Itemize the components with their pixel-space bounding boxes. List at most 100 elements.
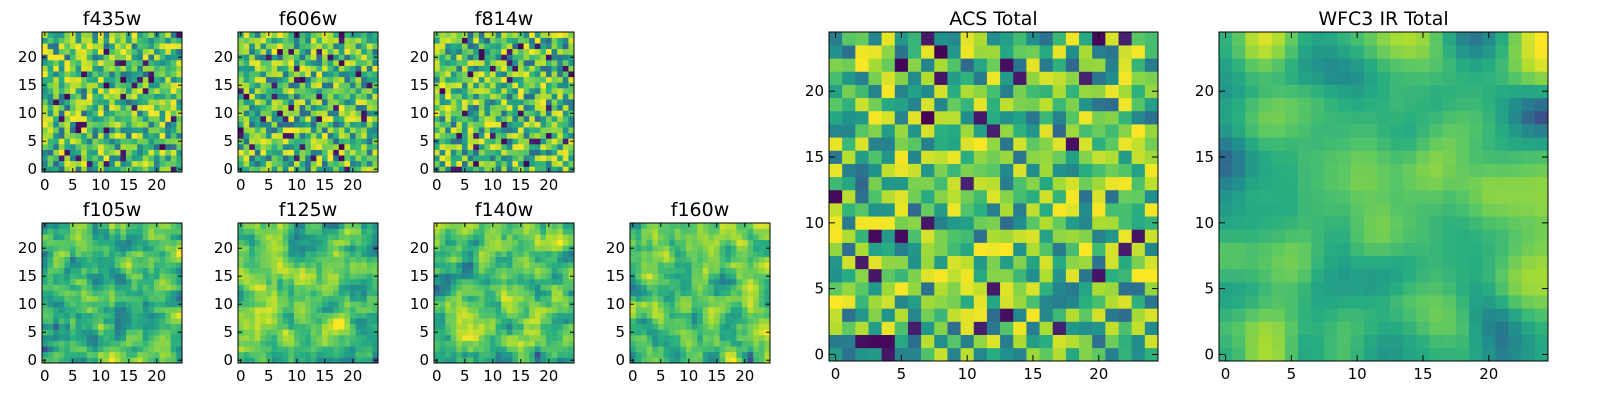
heatmap-cell (506, 273, 513, 280)
heatmap-cell (288, 346, 295, 353)
heatmap-cell (109, 251, 116, 257)
heatmap-cell (271, 273, 278, 280)
heatmap-cell (1065, 216, 1080, 230)
heatmap-cell (47, 65, 54, 72)
heatmap-cell (1013, 295, 1027, 309)
heatmap-cell (288, 301, 295, 308)
heatmap-cell (249, 110, 256, 117)
heatmap-cell (658, 256, 664, 263)
heatmap-cell (434, 104, 440, 111)
heatmap-cell (557, 340, 564, 347)
heatmap-cell (764, 295, 771, 302)
heatmap-cell (142, 116, 149, 122)
heatmap-cell (674, 301, 681, 308)
heatmap-cell (120, 267, 127, 274)
heatmap-cell (64, 228, 71, 235)
heatmap-cell (663, 256, 670, 263)
heatmap-cell (658, 262, 664, 269)
heatmap-cell (478, 228, 485, 235)
heatmap-cell (170, 43, 177, 50)
heatmap-cell (456, 307, 463, 313)
heatmap-cell (506, 166, 513, 173)
heatmap-cell (372, 37, 379, 44)
heatmap-cell (355, 357, 362, 364)
heatmap-cell (714, 307, 720, 313)
heatmap-cell (81, 149, 88, 156)
heatmap-cell (512, 132, 519, 139)
heatmap-cell (64, 54, 71, 61)
heatmap-cell (540, 144, 547, 150)
heatmap-cell (568, 346, 575, 353)
heatmap-cell (81, 279, 88, 285)
heatmap-cell (299, 76, 306, 83)
heatmap-cell (764, 346, 771, 353)
heatmap-cell (126, 273, 132, 280)
heatmap-cell (114, 239, 121, 246)
heatmap-cell (450, 351, 457, 358)
heatmap-cell (81, 48, 88, 55)
heatmap-cell (708, 256, 715, 263)
heatmap-cell (456, 32, 463, 38)
heatmap-cell (170, 267, 177, 274)
heatmap-cell (81, 132, 88, 139)
heatmap-cell (529, 144, 536, 150)
heatmap-cell (658, 290, 664, 297)
heatmap-cell (534, 104, 541, 111)
heatmap-cell (557, 312, 564, 319)
heatmap-cell (47, 346, 54, 353)
heatmap-cell (53, 295, 60, 302)
heatmap-cell (81, 262, 88, 269)
heatmap-cell (305, 43, 312, 50)
heatmap-cell (439, 160, 446, 167)
heatmap-cell (137, 160, 144, 167)
heatmap-cell (697, 262, 704, 269)
heatmap-cell (305, 245, 312, 252)
heatmap-cell (473, 60, 480, 66)
heatmap-cell (53, 88, 60, 94)
heatmap-cell (64, 99, 71, 106)
heatmap-cell (176, 290, 183, 297)
heatmap-cell (562, 144, 569, 150)
heatmap-cell (1039, 308, 1054, 322)
heatmap-cell (316, 149, 323, 156)
heatmap-cell (131, 329, 138, 336)
heatmap-cell (484, 351, 491, 358)
heatmap-cell (484, 228, 491, 235)
y-tick-label: 20 (606, 239, 625, 257)
heatmap-cell (467, 284, 474, 291)
heatmap-cell (154, 251, 160, 257)
heatmap-cell (646, 340, 653, 347)
heatmap-cell (53, 149, 60, 156)
heatmap-cell (551, 234, 558, 241)
heatmap-cell (260, 65, 267, 72)
heatmap-cell (523, 346, 530, 353)
heatmap-cell (439, 166, 446, 173)
heatmap-cell (534, 335, 541, 341)
heatmap-cell (355, 93, 362, 100)
axes-frame (433, 31, 575, 173)
heatmap-cell (669, 239, 676, 246)
heatmap-cell (333, 71, 340, 78)
heatmap-cell (450, 329, 457, 336)
heatmap-cell (490, 160, 496, 167)
heatmap-cell (338, 318, 345, 325)
heatmap-cell (557, 166, 564, 173)
heatmap-cell (47, 93, 54, 100)
heatmap-cell (81, 104, 88, 111)
heatmap-cell (254, 295, 261, 302)
heatmap-cell (282, 307, 289, 313)
heatmap-cell (316, 312, 323, 319)
heatmap-cell (114, 132, 121, 139)
heatmap-cell (366, 239, 373, 246)
heatmap-cell (70, 234, 76, 241)
heatmap-cell (109, 279, 116, 285)
heatmap-cell (361, 245, 368, 252)
heatmap-cell (973, 308, 988, 322)
heatmap-cell (702, 256, 709, 263)
heatmap-cell (254, 65, 261, 72)
heatmap-cell (686, 312, 692, 319)
heatmap-cell (243, 32, 250, 38)
heatmap-cell (310, 149, 317, 156)
heatmap-cell (742, 346, 748, 353)
heatmap-cell (445, 312, 452, 319)
